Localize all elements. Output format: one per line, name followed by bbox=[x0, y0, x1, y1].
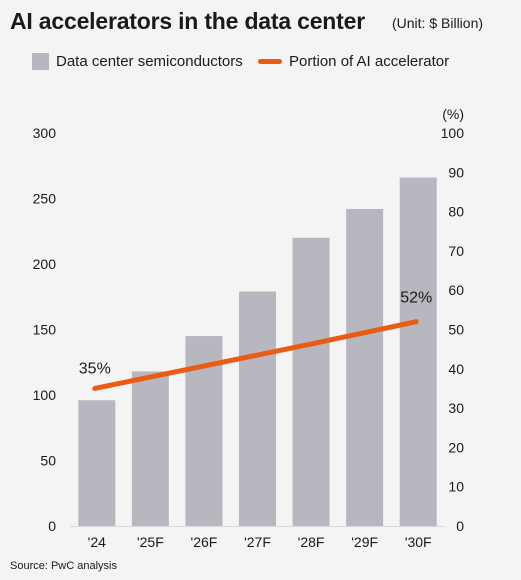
x-axis-tick-label: '26F bbox=[191, 534, 218, 550]
right-axis-tick-label: 20 bbox=[448, 439, 464, 455]
x-axis-tick-label: '28F bbox=[298, 534, 325, 550]
x-axis-tick-label: '30F bbox=[405, 534, 432, 550]
data-label-last: 52% bbox=[400, 290, 432, 307]
legend-bar-label: Data center semiconductors bbox=[56, 53, 243, 70]
x-axis-tick-label: '25F bbox=[137, 534, 164, 550]
chart-title: AI accelerators in the data center bbox=[10, 8, 365, 34]
left-axis-tick-label: 50 bbox=[40, 453, 56, 469]
left-axis-tick-label: 300 bbox=[33, 125, 57, 141]
x-axis-tick-label: '27F bbox=[244, 534, 271, 550]
legend-bar-swatch bbox=[32, 53, 49, 70]
source-note: Source: PwC analysis bbox=[10, 560, 117, 572]
legend-line-label: Portion of AI accelerator bbox=[289, 53, 450, 70]
right-axis-tick-label: 90 bbox=[448, 164, 464, 180]
right-axis-unit-label: (%) bbox=[442, 106, 464, 122]
data-label-first: 35% bbox=[79, 360, 111, 377]
right-axis-tick-label: 0 bbox=[456, 518, 464, 534]
bar bbox=[346, 208, 384, 527]
bar bbox=[78, 400, 116, 526]
x-axis-tick-label: '29F bbox=[351, 534, 378, 550]
right-axis-tick-label: 80 bbox=[448, 204, 464, 220]
right-axis-tick-label: 10 bbox=[448, 479, 464, 495]
ai-portion-line bbox=[92, 319, 419, 391]
x-axis-tick-label: '24 bbox=[88, 534, 106, 550]
bar bbox=[239, 291, 276, 526]
left-axis-tick-label: 200 bbox=[33, 256, 57, 272]
right-axis-tick-label: 30 bbox=[448, 400, 464, 416]
left-axis-tick-label: 100 bbox=[33, 387, 57, 403]
bar bbox=[131, 371, 169, 526]
right-axis-tick-label: 100 bbox=[441, 125, 465, 141]
unit-label: (Unit: $ Billion) bbox=[392, 15, 484, 31]
left-axis-tick-label: 0 bbox=[48, 518, 56, 534]
left-axis-tick-label: 150 bbox=[33, 322, 57, 338]
right-axis-tick-label: 40 bbox=[448, 361, 464, 377]
left-axis-tick-label: 250 bbox=[33, 191, 57, 207]
bar bbox=[399, 177, 437, 527]
legend-line-swatch bbox=[258, 59, 282, 64]
right-axis-tick-label: 70 bbox=[448, 243, 464, 259]
right-axis-tick-label: 50 bbox=[448, 322, 464, 338]
right-axis-tick-label: 60 bbox=[448, 282, 464, 298]
bar bbox=[292, 237, 330, 527]
